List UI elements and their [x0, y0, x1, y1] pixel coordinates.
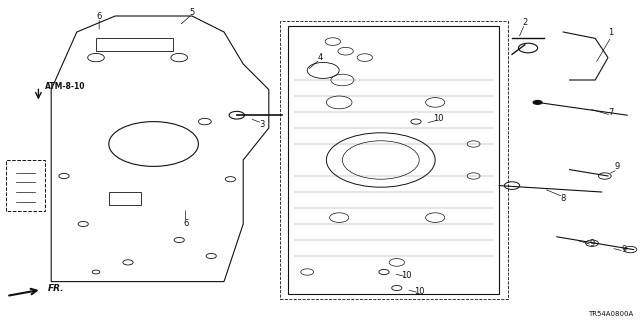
Circle shape — [229, 111, 244, 119]
Text: ATM-8-10: ATM-8-10 — [45, 82, 85, 91]
Text: 1: 1 — [609, 28, 614, 36]
Text: 5: 5 — [189, 8, 195, 17]
Text: 8: 8 — [561, 194, 566, 203]
Text: 9: 9 — [589, 239, 595, 248]
Circle shape — [532, 100, 543, 105]
Text: 9: 9 — [621, 245, 627, 254]
Text: 2: 2 — [522, 18, 527, 27]
Text: 6: 6 — [97, 12, 102, 20]
Text: 9: 9 — [615, 162, 620, 171]
Text: 10: 10 — [401, 271, 412, 280]
Text: 3: 3 — [260, 120, 265, 129]
Text: 4: 4 — [317, 53, 323, 62]
Text: FR.: FR. — [48, 284, 65, 293]
Text: 10: 10 — [433, 114, 444, 123]
Text: 6: 6 — [183, 220, 188, 228]
Text: 7: 7 — [609, 108, 614, 116]
Text: 10: 10 — [414, 287, 424, 296]
Text: TR54A0800A: TR54A0800A — [588, 311, 634, 317]
